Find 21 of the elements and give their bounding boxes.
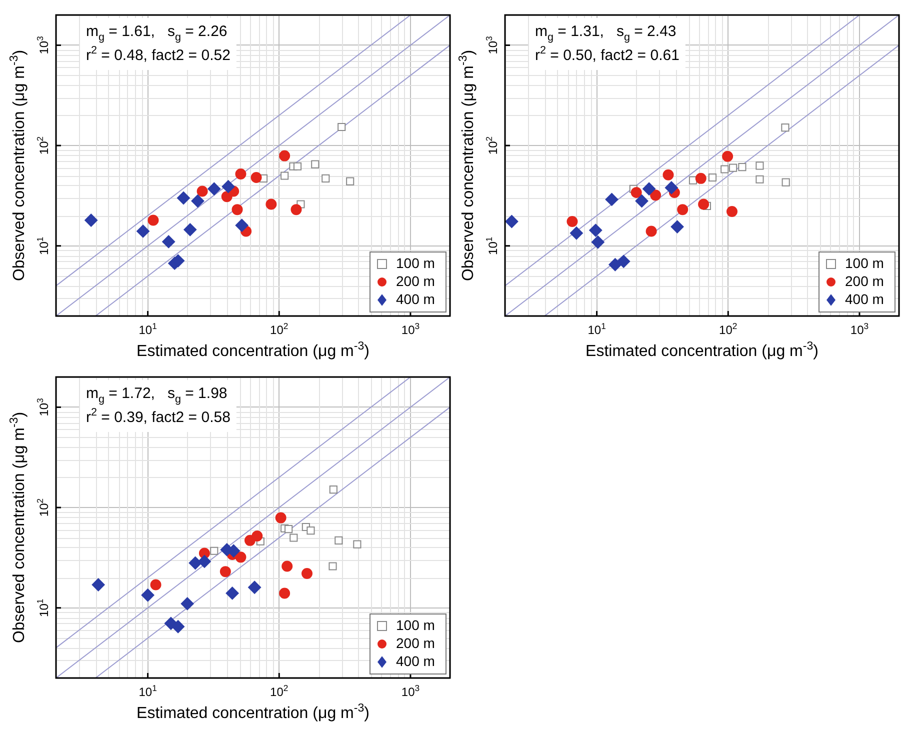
- y-axis-title: Observed concentration (μg m-3): [8, 412, 28, 644]
- legend-label: 200 m: [845, 272, 884, 289]
- legend-label: 400 m: [845, 290, 884, 307]
- y-tick-label: 102: [34, 136, 51, 155]
- y-tick-label: 103: [484, 36, 500, 54]
- y-axis-title: Observed concentration (μg m-3): [8, 50, 28, 282]
- y-tick-label: 101: [34, 236, 51, 255]
- y-tick-label: 102: [484, 136, 500, 155]
- legend-label: 400 m: [396, 652, 435, 669]
- y-tick-label: 101: [34, 598, 51, 617]
- legend-label: 100 m: [396, 616, 435, 633]
- legend-label: 200 m: [396, 272, 435, 289]
- legend-label: 200 m: [396, 634, 435, 651]
- legend-label: 400 m: [396, 290, 435, 307]
- y-tick-label: 101: [484, 236, 500, 255]
- y-axis-title: Observed concentration (μg m-3): [457, 50, 477, 282]
- y-tick-label: 103: [34, 36, 51, 54]
- legend-label: 100 m: [396, 254, 435, 271]
- legend-label: 100 m: [845, 254, 884, 271]
- y-tick-label: 103: [34, 398, 51, 416]
- y-tick-label: 102: [34, 498, 51, 517]
